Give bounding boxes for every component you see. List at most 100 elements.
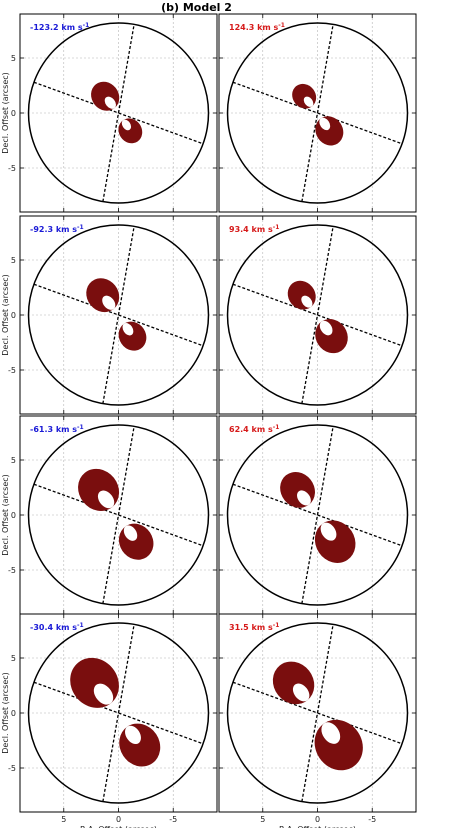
lobe-cavity: [301, 295, 313, 308]
y-tick-label: -5: [8, 164, 16, 173]
velocity-label-superscript: -1: [273, 224, 280, 231]
y-axis-title: Decl. Offset (arcsec): [1, 274, 10, 356]
lobe-group: [118, 118, 143, 144]
lobe-cavity: [121, 119, 132, 131]
field-circle: [27, 224, 210, 406]
lobe-cavity: [292, 683, 310, 702]
y-tick-label: 5: [11, 654, 16, 663]
lobe-cavity: [297, 490, 311, 506]
field-circle: [226, 224, 409, 406]
lobe-group: [280, 472, 315, 508]
velocity-label: 62.4 km s-1: [229, 424, 279, 434]
velocity-label-superscript: -1: [77, 622, 84, 629]
outflow-axis-line: [33, 283, 204, 347]
lobe-cavity: [320, 522, 337, 541]
lobe-cavity: [122, 323, 134, 336]
y-tick-label: 5: [11, 54, 16, 63]
lobe-group: [315, 116, 344, 146]
outflow-axis-line: [232, 81, 403, 145]
field-circle: [27, 424, 210, 606]
lobe-group: [314, 520, 356, 563]
y-tick-label: 5: [11, 456, 16, 465]
x-tick-label: 5: [260, 815, 265, 824]
x-axis-title: R.A. Offset (arcsec): [80, 825, 157, 828]
channel-panel-8: 31.5 km s-1 5 0 -5 R.A. Offset (arcsec): [218, 613, 417, 828]
channel-panel-3: -92.3 km s-1 5 0 -5 Decl. Offset (arcsec): [1, 215, 218, 415]
lobe-group: [272, 661, 315, 705]
x-tick-label: 0: [315, 815, 320, 824]
lobe-group: [315, 319, 348, 354]
y-tick-label: -5: [8, 764, 16, 773]
channel-panel-5: -61.3 km s-1 5 0 -5 Decl. Offset (arcsec): [1, 415, 218, 615]
lobe-group: [78, 468, 120, 511]
perpendicular-axis-line: [301, 24, 334, 202]
x-tick-label: 5: [61, 815, 66, 824]
y-axis-title: Decl. Offset (arcsec): [1, 474, 10, 556]
perpendicular-axis-line: [102, 624, 135, 802]
x-tick-label: -5: [368, 815, 376, 824]
velocity-label: 93.4 km s-1: [229, 224, 279, 234]
velocity-label-superscript: -1: [278, 22, 285, 29]
y-tick-label: -5: [8, 566, 16, 575]
field-circle: [226, 22, 409, 204]
channel-panel-6: 62.4 km s-1: [218, 415, 417, 615]
velocity-label: -30.4 km s-1: [30, 622, 84, 632]
velocity-label-superscript: -1: [273, 622, 280, 629]
velocity-label: -61.3 km s-1: [30, 424, 84, 434]
y-tick-label: 0: [11, 109, 16, 118]
field-circle: [226, 622, 409, 804]
lobe-group: [118, 523, 154, 560]
perpendicular-axis-line: [102, 426, 135, 604]
velocity-label-superscript: -1: [83, 22, 90, 29]
lobe-group: [292, 83, 317, 109]
outflow-axis-line: [33, 483, 204, 547]
x-tick-label: -5: [169, 815, 177, 824]
lobe-cavity: [303, 96, 314, 107]
velocity-label: 31.5 km s-1: [229, 622, 279, 632]
lobe-group: [86, 278, 120, 313]
figure-title: (b) Model 2: [161, 1, 232, 14]
lobe-cavity: [102, 295, 116, 310]
lobe-cavity: [125, 725, 141, 745]
y-tick-label: -5: [8, 366, 16, 375]
perpendicular-axis-line: [301, 624, 334, 802]
channel-panel-1: -123.2 km s-1 5 0 -5 Decl. Offset (arcsec): [1, 13, 218, 213]
lobe-group: [70, 657, 119, 708]
outflow-axis-line: [33, 81, 204, 145]
velocity-label: 124.3 km s-1: [229, 22, 285, 32]
velocity-label-superscript: -1: [273, 424, 280, 431]
lobe-cavity: [104, 96, 116, 109]
y-tick-label: 0: [11, 311, 16, 320]
lobe-cavity: [93, 683, 114, 705]
x-axis-title: R.A. Offset (arcsec): [279, 825, 356, 828]
lobe-group: [119, 723, 161, 767]
x-tick-label: 0: [116, 815, 121, 824]
channel-panel-4: 93.4 km s-1: [218, 215, 417, 415]
lobe-group: [287, 280, 316, 310]
velocity-label-superscript: -1: [77, 224, 84, 231]
lobe-group: [118, 321, 147, 351]
outflow-axis-line: [33, 681, 204, 745]
lobe-group: [314, 719, 363, 771]
y-tick-label: 0: [11, 511, 16, 520]
lobe-cavity: [319, 117, 331, 131]
perpendicular-axis-line: [301, 426, 334, 604]
y-axis-title: Decl. Offset (arcsec): [1, 672, 10, 754]
velocity-label: -123.2 km s-1: [30, 22, 89, 32]
channel-panel-2: 124.3 km s-1: [218, 13, 417, 213]
perpendicular-axis-line: [102, 226, 135, 404]
field-circle: [226, 424, 409, 606]
lobe-cavity: [97, 490, 115, 509]
lobe-cavity: [123, 525, 138, 541]
y-tick-label: 5: [11, 256, 16, 265]
y-axis-title: Decl. Offset (arcsec): [1, 72, 10, 154]
lobe-group: [91, 81, 120, 111]
perpendicular-axis-line: [102, 24, 135, 202]
perpendicular-axis-line: [301, 226, 334, 404]
lobe-cavity: [321, 722, 341, 744]
field-circle: [27, 622, 210, 804]
field-circle: [27, 22, 210, 204]
y-tick-label: 0: [11, 709, 16, 718]
lobe-cavity: [319, 320, 333, 336]
